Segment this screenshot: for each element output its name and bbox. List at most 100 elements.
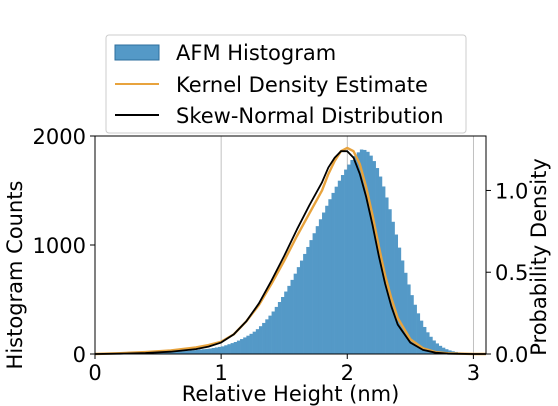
histogram-bar bbox=[299, 260, 304, 354]
histogram-bar bbox=[435, 343, 440, 354]
y-axis-left: 0 1000 2000 bbox=[33, 125, 95, 367]
y-axis-right-title: Probability Density bbox=[527, 158, 551, 356]
y-right-tick-label: 0.5 bbox=[495, 261, 528, 285]
histogram-bar bbox=[388, 209, 392, 354]
histogram-bar bbox=[287, 285, 291, 354]
histogram-bar bbox=[404, 272, 408, 354]
histogram-bar bbox=[236, 340, 241, 354]
legend-label-kde: Kernel Density Estimate bbox=[176, 73, 428, 97]
legend-box bbox=[105, 34, 467, 134]
histogram-bar bbox=[183, 351, 187, 354]
histogram-bar bbox=[422, 326, 427, 354]
x-axis: 0 1 2 3 bbox=[88, 354, 480, 385]
histogram-bar bbox=[180, 351, 184, 354]
histogram-bar bbox=[258, 326, 263, 354]
x-tick-label: 1 bbox=[214, 361, 227, 385]
legend-label-histogram: AFM Histogram bbox=[176, 41, 336, 65]
histogram-bar bbox=[167, 352, 171, 354]
histogram-bar bbox=[385, 197, 389, 354]
histogram-bar bbox=[255, 329, 260, 354]
histogram-bar bbox=[202, 349, 206, 354]
histogram-bar bbox=[429, 336, 433, 354]
histogram-bar bbox=[252, 331, 257, 354]
histogram-bar bbox=[369, 155, 373, 354]
histogram-bars bbox=[145, 149, 477, 354]
y-left-tick-label: 0 bbox=[73, 343, 86, 367]
histogram-bar bbox=[419, 320, 424, 354]
legend-swatch-histogram bbox=[114, 44, 160, 61]
histogram-bar bbox=[347, 164, 351, 354]
histogram-bar bbox=[211, 348, 216, 354]
histogram-bar bbox=[214, 347, 219, 354]
histogram-bar bbox=[410, 295, 414, 354]
histogram-bar bbox=[350, 159, 354, 354]
histogram-bar bbox=[306, 246, 310, 354]
histogram-bar bbox=[249, 333, 253, 354]
histogram-bar bbox=[340, 175, 345, 354]
histogram-bar bbox=[397, 247, 402, 354]
histogram-bar bbox=[265, 319, 269, 354]
histogram-bar bbox=[334, 186, 339, 354]
y-right-tick-label: 1.0 bbox=[495, 179, 528, 203]
histogram-bar bbox=[186, 350, 190, 354]
histogram-bar bbox=[274, 306, 279, 354]
histogram-bar bbox=[322, 212, 326, 354]
x-tick-label: 0 bbox=[88, 361, 101, 385]
histogram-bar bbox=[344, 169, 348, 354]
histogram-bar bbox=[296, 267, 301, 354]
legend: AFM Histogram Kernel Density Estimate Sk… bbox=[105, 34, 467, 134]
histogram-bar bbox=[208, 348, 212, 354]
histogram-bar bbox=[189, 350, 194, 354]
histogram-bar bbox=[312, 233, 317, 354]
histogram-bar bbox=[195, 349, 200, 354]
histogram-bar bbox=[246, 335, 250, 354]
histogram-bar bbox=[441, 347, 446, 354]
histogram-bar bbox=[432, 340, 436, 354]
histogram-bar bbox=[356, 152, 361, 354]
histogram-bar bbox=[372, 161, 376, 354]
histogram-bar bbox=[290, 279, 294, 354]
histogram-bar bbox=[173, 351, 178, 354]
histogram-bar bbox=[325, 205, 329, 354]
histogram-bar bbox=[240, 339, 244, 354]
histogram-bar bbox=[400, 260, 405, 354]
histogram-bar bbox=[268, 315, 272, 354]
histogram-bar bbox=[315, 226, 320, 354]
histogram-bar bbox=[363, 149, 367, 354]
histogram-bar bbox=[284, 291, 288, 354]
histogram-bar bbox=[331, 192, 335, 354]
histogram-bar bbox=[438, 345, 443, 354]
histogram-bar bbox=[303, 253, 307, 354]
histogram-bar bbox=[243, 337, 247, 354]
density-lines bbox=[94, 146, 486, 356]
histogram-bar bbox=[337, 180, 342, 354]
histogram-bar bbox=[205, 348, 209, 354]
histogram-bar bbox=[445, 349, 449, 354]
histogram-bar bbox=[328, 199, 332, 354]
histogram-bar bbox=[366, 151, 370, 354]
histogram-bar bbox=[309, 240, 313, 354]
histogram-bar bbox=[413, 304, 417, 354]
histogram-bar bbox=[158, 352, 162, 354]
histogram-bar bbox=[359, 149, 364, 354]
y-axis-left-title: Histogram Counts bbox=[3, 181, 27, 370]
histogram-bar bbox=[277, 302, 282, 354]
histogram-bar bbox=[217, 346, 222, 354]
histogram-bar bbox=[233, 342, 238, 354]
y-left-tick-label: 2000 bbox=[33, 125, 86, 149]
x-tick-label: 2 bbox=[341, 361, 354, 385]
histogram-bar bbox=[394, 234, 399, 354]
histogram-bar bbox=[199, 349, 203, 354]
histogram-bar bbox=[318, 219, 323, 354]
histogram-bar bbox=[221, 346, 225, 354]
histogram-bar bbox=[271, 311, 276, 354]
histogram-bar bbox=[416, 313, 421, 354]
histogram-bar bbox=[353, 155, 358, 354]
histogram-bar bbox=[170, 351, 175, 354]
histogram-bar bbox=[262, 322, 266, 354]
histogram-bar bbox=[281, 296, 285, 354]
legend-label-skew-normal: Skew-Normal Distribution bbox=[176, 104, 444, 128]
histogram-bar bbox=[293, 273, 298, 354]
skew-normal-line bbox=[94, 150, 486, 355]
